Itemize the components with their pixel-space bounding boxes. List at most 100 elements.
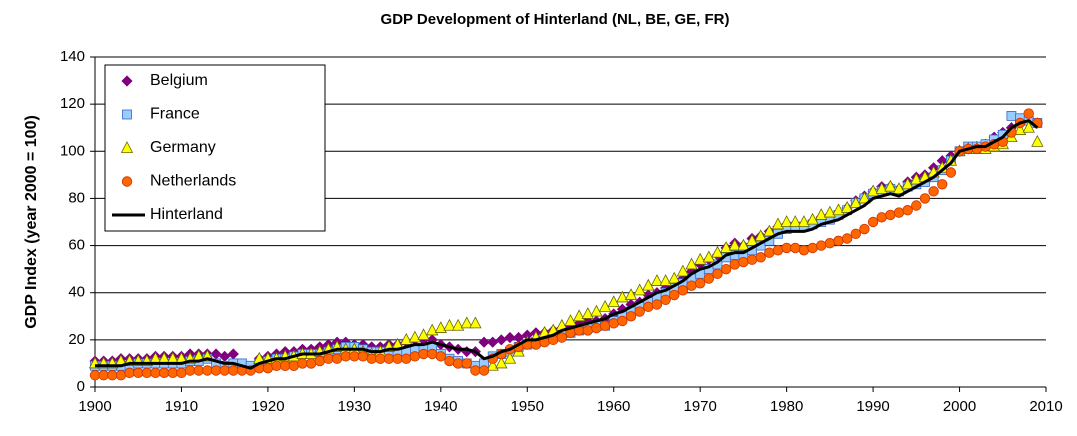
legend: Belgium France Germany Netherlands Hinterlan… <box>104 64 326 232</box>
marker-circle <box>651 299 663 310</box>
marker-triangle <box>858 191 871 204</box>
marker-triangle <box>694 252 707 265</box>
marker-circle <box>210 365 222 376</box>
marker-circle <box>444 355 455 367</box>
marker-triangle <box>642 278 655 291</box>
marker-circle <box>366 353 377 364</box>
marker-circle <box>107 370 118 381</box>
marker-triangle <box>426 323 439 336</box>
marker-circle <box>280 360 291 371</box>
marker-triangle <box>901 177 914 190</box>
legend-label: Germany <box>150 139 216 156</box>
marker-circle <box>305 358 317 369</box>
x-tick-label: 1920 <box>251 398 284 415</box>
marker-triangle <box>624 288 638 300</box>
marker-circle <box>729 259 740 270</box>
marker-circle <box>625 311 637 322</box>
marker-circle <box>643 301 654 313</box>
marker-triangle <box>719 241 733 253</box>
x-tick-label: 1970 <box>683 398 716 415</box>
marker-circle <box>816 240 827 251</box>
legend-label: France <box>150 106 200 123</box>
marker-circle <box>937 179 948 190</box>
x-tick-label: 2010 <box>1029 398 1062 415</box>
marker-circle <box>228 365 239 376</box>
marker-circle <box>115 370 127 381</box>
marker-circle <box>703 273 715 284</box>
marker-circle <box>634 306 645 317</box>
marker-circle <box>669 289 680 301</box>
marker-triangle <box>892 182 906 194</box>
marker-triangle <box>823 205 837 218</box>
x-tick-label: 1950 <box>511 398 544 415</box>
series-circle <box>89 108 1043 381</box>
x-tick-label: 1930 <box>338 398 371 415</box>
marker-triangle <box>650 274 664 286</box>
marker-circle <box>720 263 732 275</box>
marker-circle <box>176 367 187 379</box>
marker-circle <box>323 353 334 364</box>
y-tick-label: 80 <box>68 189 85 206</box>
marker-triangle <box>486 358 499 371</box>
marker-circle <box>1023 108 1034 119</box>
marker-circle <box>426 348 438 360</box>
marker-triangle <box>1031 134 1044 147</box>
marker-triangle <box>616 290 629 303</box>
marker-triangle <box>564 314 577 326</box>
y-tick-label: 0 <box>77 378 85 395</box>
marker-circle <box>781 242 792 254</box>
marker-triangle <box>443 318 456 331</box>
marker-square <box>122 109 132 120</box>
marker-circle <box>919 193 931 204</box>
x-tick-label: 1940 <box>424 398 457 415</box>
marker-triangle <box>832 203 845 216</box>
marker-circle <box>686 280 697 291</box>
marker-triangle <box>633 283 646 296</box>
y-tick-label: 100 <box>60 142 85 159</box>
marker-circle <box>349 351 360 362</box>
marker-circle <box>902 205 913 216</box>
marker-triangle <box>590 304 603 317</box>
marker-circle <box>945 167 957 178</box>
marker-circle <box>772 245 784 256</box>
x-tick-label: 1980 <box>770 398 803 415</box>
marker-circle <box>556 332 568 343</box>
marker-triangle <box>875 182 888 194</box>
marker-circle <box>383 353 395 364</box>
marker-circle <box>841 233 853 244</box>
marker-circle <box>219 365 230 376</box>
marker-circle <box>375 353 386 364</box>
marker-diamond <box>504 331 516 344</box>
marker-square <box>1006 111 1017 121</box>
marker-triangle <box>451 318 465 331</box>
marker-triangle <box>685 257 698 270</box>
legend-label: Netherlands <box>150 173 236 190</box>
y-tick-label: 140 <box>60 48 85 65</box>
marker-circle <box>124 367 135 379</box>
marker-circle <box>150 367 161 379</box>
x-tick-label: 1910 <box>165 398 198 415</box>
marker-triangle <box>503 351 517 364</box>
marker-circle <box>202 365 213 376</box>
marker-circle <box>133 367 144 379</box>
x-tick-label: 2000 <box>943 398 976 415</box>
marker-circle <box>850 228 862 239</box>
marker-circle <box>167 367 179 379</box>
marker-triangle <box>581 307 594 319</box>
marker-circle <box>340 351 351 362</box>
marker-triangle <box>728 238 741 251</box>
marker-circle <box>859 223 870 235</box>
marker-triangle <box>884 179 897 192</box>
marker-triangle <box>676 264 690 277</box>
marker-circle <box>599 320 611 331</box>
marker-triangle <box>668 271 681 284</box>
marker-circle <box>885 209 896 221</box>
marker-diamond <box>495 334 507 346</box>
marker-triangle <box>1022 120 1035 133</box>
marker-triangle <box>745 233 759 246</box>
marker-circle <box>470 365 481 376</box>
marker-diamond <box>478 336 490 348</box>
marker-circle <box>764 247 775 258</box>
marker-circle <box>193 365 204 376</box>
marker-circle <box>392 353 403 364</box>
